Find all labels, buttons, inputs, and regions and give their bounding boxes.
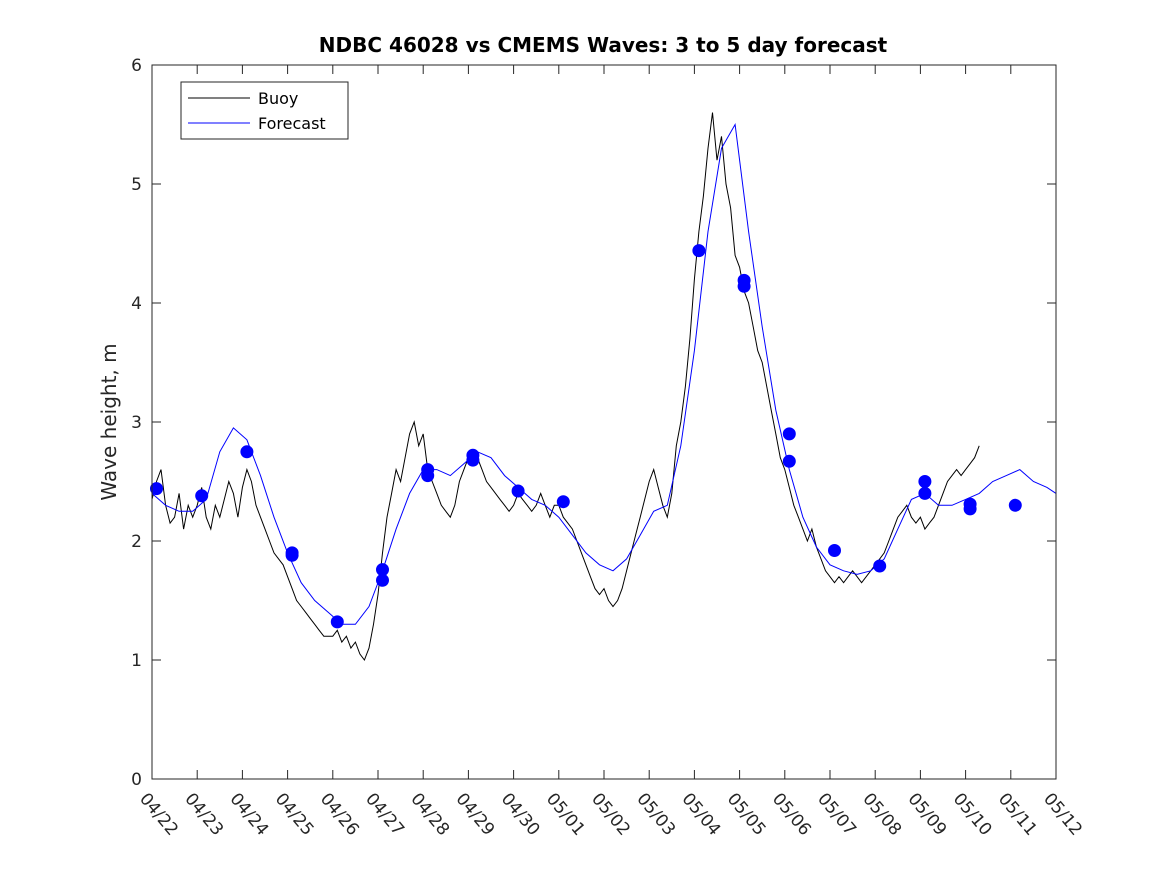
forecast-marker [1008,498,1022,512]
x-tick-label: 05/02 [587,789,634,839]
x-tick-label: 05/10 [949,789,996,839]
forecast-marker [285,548,299,562]
forecast-marker [511,484,525,498]
forecast-marker [421,469,435,483]
x-tick-label: 04/25 [271,789,318,839]
forecast-marker [240,445,254,459]
series-group [150,112,1057,662]
x-tick-label: 04/27 [361,789,408,839]
forecast-marker [828,544,841,557]
x-tick-label: 05/08 [858,789,905,839]
forecast-marker [376,573,389,587]
forecast-marker [782,427,796,441]
forecast-marker [466,453,480,467]
forecast-marker [918,475,932,488]
forecast-marker [873,559,887,573]
x-tick-label: 04/28 [406,789,453,839]
y-axis-tick-labels: 0 1 2 3 4 5 6 [131,56,142,790]
plot-border [151,64,1057,780]
legend-label-forecast: Forecast [258,114,326,133]
x-tick-label: 04/22 [135,789,182,839]
x-tick-label: 05/09 [904,789,951,839]
legend-box [180,81,349,140]
x-tick-label: 05/06 [768,789,815,839]
forecast-marker [963,502,977,516]
series-line-forecast [151,122,1057,625]
forecast-marker [150,482,163,496]
x-tick-label: 05/04 [678,789,725,839]
x-tick-label: 05/05 [723,789,770,839]
y-tick-label: 4 [131,294,142,314]
forecast-marker [330,615,344,629]
x-tick-label: 05/11 [994,789,1041,839]
x-tick-label: 05/12 [1039,789,1086,839]
forecast-marker [195,489,209,503]
forecast-marker [737,279,751,293]
x-axis-tick-labels: 04/2204/2304/2404/2504/2604/2704/2804/29… [135,789,1086,839]
x-tick-label: 04/24 [226,789,273,839]
x-tick-label: 05/07 [813,789,860,839]
y-axis-label: Wave height, m [97,343,121,500]
x-tick-label: 04/29 [452,789,499,839]
x-tick-label: 05/03 [632,789,679,839]
series-line-buoy [151,112,980,662]
y-tick-label: 6 [131,56,142,76]
forecast-marker [556,495,570,509]
legend-label-buoy: Buoy [258,89,298,108]
legend: Buoy Forecast [180,81,349,140]
x-tick-label: 05/01 [542,789,589,839]
forecast-marker [692,244,706,258]
y-tick-label: 0 [131,770,142,790]
x-tick-label: 04/26 [316,789,363,839]
x-tick-label: 04/23 [180,789,227,839]
plot-area [152,65,1056,779]
forecast-marker [918,486,932,500]
y-tick-label: 1 [131,651,142,671]
y-tick-label: 5 [131,175,142,195]
x-tick-label: 04/30 [497,789,544,839]
y-tick-label: 2 [131,532,142,552]
forecast-marker [782,454,796,468]
chart-title: NDBC 46028 vs CMEMS Waves: 3 to 5 day fo… [319,33,888,57]
y-tick-label: 3 [131,413,142,433]
